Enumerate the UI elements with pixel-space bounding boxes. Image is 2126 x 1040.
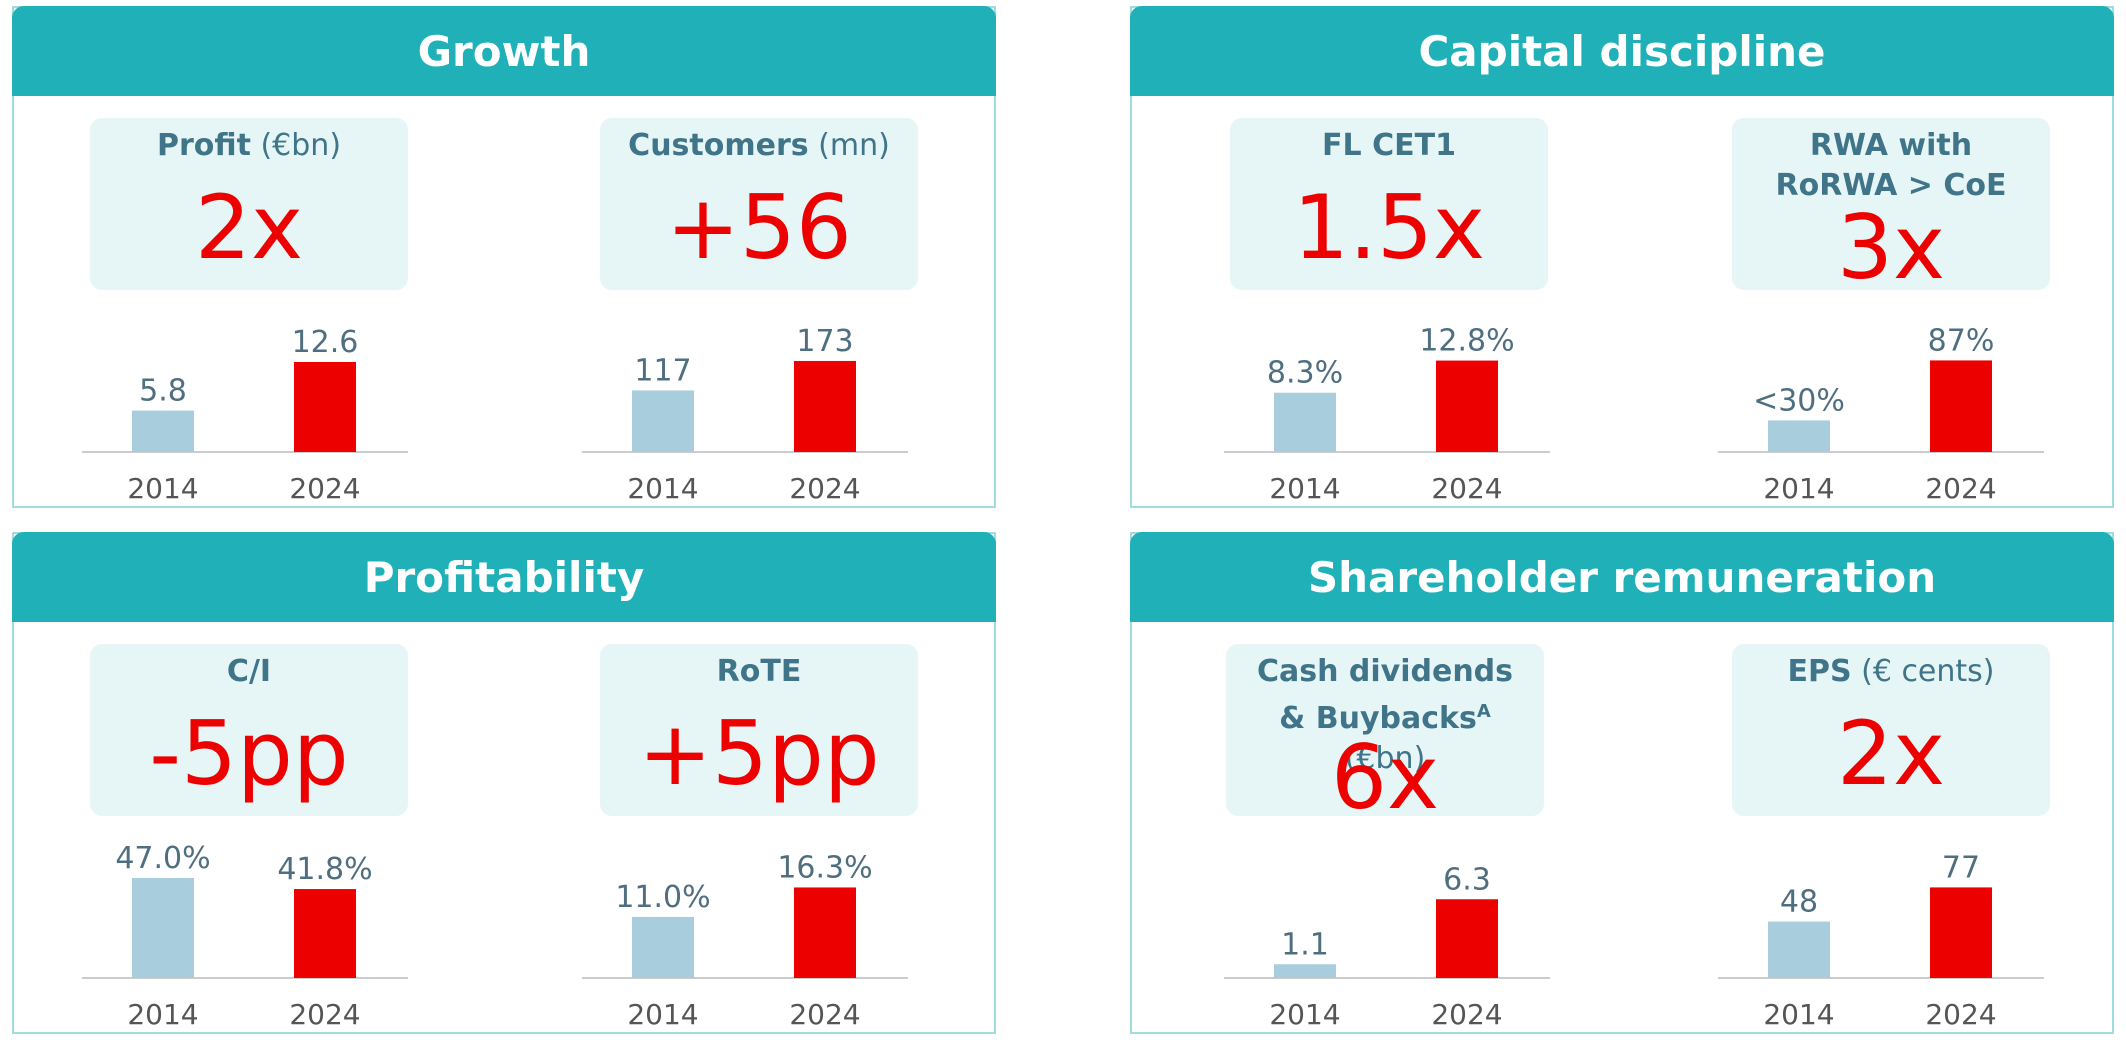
data-label: 41.8% (277, 852, 372, 887)
kpi-label: Profit (€bn) (156, 128, 342, 163)
kpi-cash-dividends: Cash dividends & BuybacksA (€bn) 6x (1226, 644, 1544, 828)
data-label: 16.3% (777, 850, 872, 885)
data-label: <30% (1753, 383, 1845, 418)
kpi-rwa: RWA with RoRWA > CoE 3x (1732, 118, 2050, 298)
kpi-value: 2x (194, 176, 304, 279)
chart-profit: 5.8 2014 12.6 2024 (82, 325, 408, 505)
kpi-customers: Customers (mn) +56 (600, 118, 918, 290)
panel-title: Growth (12, 6, 996, 96)
kpi-value: +56 (666, 176, 852, 279)
kpi-label: RoTE (716, 654, 802, 689)
kpi-eps: EPS (€ cents) 2x (1732, 644, 2050, 816)
chart-rote: 11.0% 2014 16.3% 2024 (582, 850, 908, 1031)
bar (1436, 360, 1498, 452)
tick-label: 2014 (1763, 472, 1834, 505)
kpi-label: Customers (mn) (628, 128, 890, 163)
kpi-value: 6x (1330, 726, 1440, 829)
bar (1930, 887, 1992, 978)
tick-label: 2024 (789, 998, 860, 1031)
kpi-value: -5pp (149, 702, 349, 805)
bar (1274, 392, 1336, 452)
data-label: 77 (1942, 850, 1980, 885)
tick-label: 2024 (1925, 472, 1996, 505)
tick-label: 2014 (627, 998, 698, 1031)
kpi-value: 3x (1836, 196, 1946, 299)
chart-customers: 117 2014 173 2024 (582, 324, 908, 505)
bar (1436, 899, 1498, 978)
tick-label: 2024 (789, 472, 860, 505)
bar (794, 887, 856, 978)
bar (294, 889, 356, 978)
panel-title: Profitability (12, 532, 996, 622)
chart-eps: 48 2014 77 2024 (1718, 850, 2044, 1031)
data-label: 12.6 (292, 325, 359, 360)
tick-label: 2014 (1763, 998, 1834, 1031)
kpi-value: +5pp (638, 702, 880, 805)
bar (632, 916, 694, 978)
data-label: 11.0% (615, 880, 710, 915)
kpi-value: 1.5x (1292, 176, 1486, 279)
bar (1274, 964, 1336, 978)
kpi-label: EPS (€ cents) (1787, 654, 1995, 689)
bar (294, 362, 356, 452)
kpi-label: Cash dividends & BuybacksA (€bn) (1256, 654, 1514, 776)
bar (132, 878, 194, 978)
data-label: 173 (796, 324, 853, 359)
tick-label: 2024 (1925, 998, 1996, 1031)
tick-label: 2024 (289, 472, 360, 505)
bar (1768, 420, 1830, 452)
data-label: 48 (1780, 885, 1818, 920)
tick-label: 2014 (1269, 998, 1340, 1031)
panel-title: Shareholder remuneration (1130, 532, 2114, 622)
data-label: 8.3% (1267, 356, 1343, 391)
chart-ci: 47.0% 2014 41.8% 2024 (82, 841, 408, 1031)
data-label: 5.8 (139, 374, 187, 409)
tick-label: 2014 (127, 998, 198, 1031)
kpi-value: 2x (1836, 702, 1946, 805)
tick-label: 2014 (627, 472, 698, 505)
data-label: 47.0% (115, 841, 210, 876)
tick-label: 2024 (1431, 472, 1502, 505)
kpi-fl-cet1: FL CET1 1.5x (1230, 118, 1548, 290)
data-label: 12.8% (1419, 324, 1514, 359)
data-label: 87% (1928, 323, 1995, 358)
data-label: 1.1 (1281, 927, 1329, 962)
bar (132, 410, 194, 452)
data-label: 117 (634, 353, 691, 388)
kpi-label: C/I (226, 654, 272, 689)
tick-label: 2024 (289, 998, 360, 1031)
bar (1930, 360, 1992, 452)
chart-rwa: <30% 2014 87% 2024 (1718, 323, 2044, 505)
chart-fl-cet1: 8.3% 2014 12.8% 2024 (1224, 324, 1550, 505)
kpi-profit: Profit (€bn) 2x (90, 118, 408, 290)
data-label: 6.3 (1443, 862, 1491, 897)
kpi-label: RWA with RoRWA > CoE (1775, 128, 2007, 203)
tick-label: 2014 (127, 472, 198, 505)
bar (632, 390, 694, 452)
bar (1768, 921, 1830, 978)
kpi-label: FL CET1 (1322, 128, 1456, 163)
bar (794, 360, 856, 452)
kpi-rote: RoTE +5pp (600, 644, 918, 816)
panel-title: Capital discipline (1130, 6, 2114, 96)
kpi-ci: C/I -5pp (90, 644, 408, 816)
tick-label: 2024 (1431, 998, 1502, 1031)
chart-cash-dividends: 1.1 2014 6.3 2024 (1224, 862, 1550, 1031)
tick-label: 2014 (1269, 472, 1340, 505)
